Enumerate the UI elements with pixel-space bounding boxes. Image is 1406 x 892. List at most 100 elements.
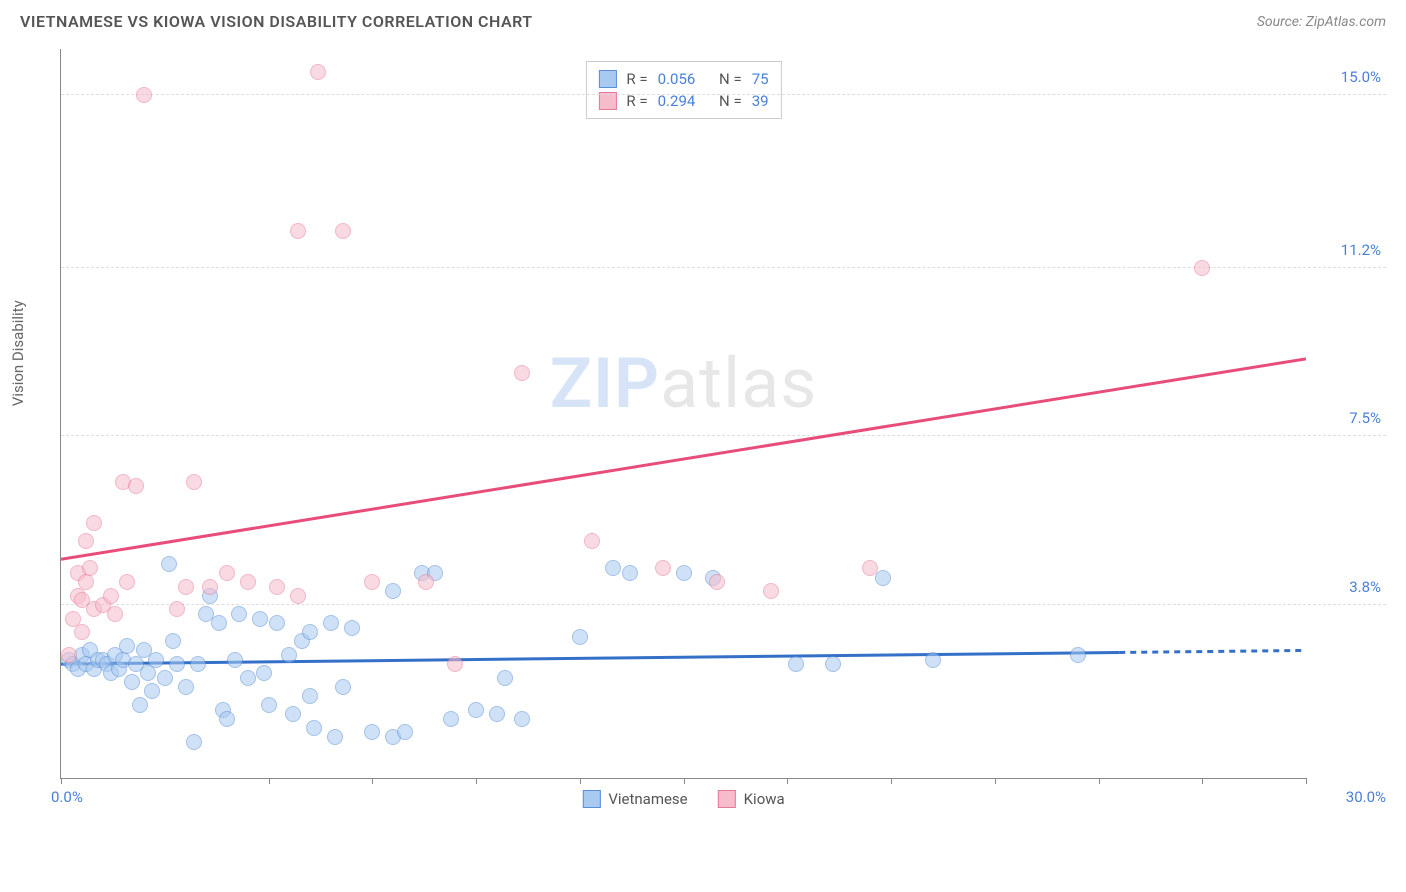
legend-label-kiowa: Kiowa (744, 790, 785, 808)
trend-line (61, 359, 1306, 559)
data-point (290, 588, 306, 604)
r-label-1: R = (626, 92, 647, 110)
data-point (107, 606, 123, 622)
stats-row-vietnamese: R = 0.056 N = 75 (598, 68, 768, 90)
data-point (364, 574, 380, 590)
gridline (61, 267, 1386, 268)
gridline (61, 94, 1386, 95)
data-point (605, 560, 621, 576)
data-point (344, 620, 360, 636)
data-point (655, 560, 671, 576)
data-point (302, 624, 318, 640)
x-tick (1099, 778, 1100, 784)
data-point (468, 702, 484, 718)
data-point (240, 670, 256, 686)
data-point (78, 574, 94, 590)
x-tick (891, 778, 892, 784)
data-point (1070, 647, 1086, 663)
y-tick-label: 3.8% (1349, 578, 1381, 596)
data-point (281, 647, 297, 663)
data-point (119, 574, 135, 590)
r-value-1: 0.294 (658, 92, 696, 110)
data-point (74, 624, 90, 640)
x-tick (269, 778, 270, 784)
data-point (1194, 260, 1210, 276)
data-point (128, 478, 144, 494)
legend-item-vietnamese: Vietnamese (582, 790, 687, 808)
x-axis-start-label: 0.0% (51, 788, 83, 806)
chart-header: VIETNAMESE VS KIOWA VISION DISABILITY CO… (0, 0, 1406, 39)
data-point (165, 633, 181, 649)
data-point (418, 574, 434, 590)
data-point (285, 706, 301, 722)
trend-overlay (61, 49, 1306, 778)
data-point (323, 615, 339, 631)
x-tick (684, 778, 685, 784)
x-tick (580, 778, 581, 784)
swatch-kiowa (598, 92, 616, 110)
legend-swatch-kiowa (718, 790, 736, 808)
data-point (219, 711, 235, 727)
x-tick (1306, 778, 1307, 784)
data-point (124, 674, 140, 690)
y-tick-label: 15.0% (1341, 68, 1381, 86)
data-point (161, 556, 177, 572)
data-point (132, 697, 148, 713)
data-point (148, 652, 164, 668)
data-point (157, 670, 173, 686)
data-point (78, 533, 94, 549)
data-point (169, 656, 185, 672)
data-point (290, 223, 306, 239)
data-point (186, 474, 202, 490)
data-point (514, 711, 530, 727)
watermark-zip: ZIP (550, 343, 660, 425)
data-point (335, 679, 351, 695)
data-point (763, 583, 779, 599)
y-tick-label: 11.2% (1341, 241, 1381, 259)
data-point (269, 615, 285, 631)
n-label-1: N = (719, 92, 742, 110)
data-point (622, 565, 638, 581)
legend-swatch-vietnamese (582, 790, 600, 808)
n-value-1: 39 (752, 92, 769, 110)
data-point (514, 365, 530, 381)
plot-area: ZIPatlas 0.0% 30.0% R = 0.056 N = 75 R =… (60, 49, 1306, 779)
data-point (788, 656, 804, 672)
watermark: ZIPatlas (550, 343, 818, 425)
x-tick (1202, 778, 1203, 784)
stats-legend-box: R = 0.056 N = 75 R = 0.294 N = 39 (585, 61, 781, 119)
data-point (489, 706, 505, 722)
data-point (103, 588, 119, 604)
data-point (364, 724, 380, 740)
data-point (240, 574, 256, 590)
data-point (227, 652, 243, 668)
data-point (709, 574, 725, 590)
x-tick (476, 778, 477, 784)
data-point (862, 560, 878, 576)
data-point (327, 729, 343, 745)
data-point (447, 656, 463, 672)
data-point (169, 601, 185, 617)
data-point (302, 688, 318, 704)
data-point (140, 665, 156, 681)
trend-line (61, 652, 1119, 664)
data-point (219, 565, 235, 581)
data-point (825, 656, 841, 672)
r-value-0: 0.056 (658, 70, 696, 88)
x-axis-end-label: 30.0% (1346, 788, 1386, 806)
data-point (443, 711, 459, 727)
bottom-legend: Vietnamese Kiowa (582, 790, 784, 808)
data-point (572, 629, 588, 645)
data-point (925, 652, 941, 668)
chart-container: Vision Disability ZIPatlas 0.0% 30.0% R … (60, 39, 1386, 819)
swatch-vietnamese (598, 70, 616, 88)
data-point (252, 611, 268, 627)
data-point (178, 679, 194, 695)
data-point (186, 734, 202, 750)
data-point (335, 223, 351, 239)
chart-source: Source: ZipAtlas.com (1257, 14, 1386, 30)
trend-line-dashed (1119, 650, 1306, 652)
data-point (178, 579, 194, 595)
watermark-atlas: atlas (660, 343, 817, 425)
data-point (61, 647, 77, 663)
